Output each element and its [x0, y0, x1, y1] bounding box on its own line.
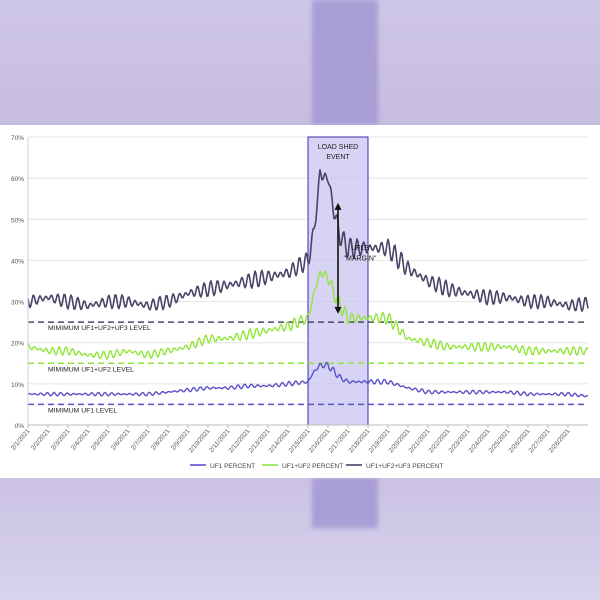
y-tick-label: 70%	[11, 135, 24, 142]
reference-line-label: MIMIMUM UF1+UF2 LEVEL	[48, 366, 134, 373]
annotation-layer: UFLS "MARGIN"	[334, 202, 377, 314]
x-tick-label: 2/2/2021	[30, 427, 52, 451]
reference-lines-layer: MIMIMUM UF1+UF2+UF3 LEVEL MIMIMUM UF1+UF2…	[28, 321, 588, 414]
y-tick-label: 10%	[11, 382, 24, 389]
margin-arrow-head-down	[334, 306, 342, 314]
series-line	[27, 361, 589, 398]
chart-card: LOAD SHED EVENT MIMIMUM UF1+UF2+UF3 LEVEL…	[0, 125, 600, 478]
load-shed-label: LOAD SHED	[318, 144, 358, 151]
series-line	[27, 168, 589, 312]
margin-arrow-head-up	[334, 202, 342, 210]
y-tick-label: 20%	[11, 341, 24, 348]
y-tick-label: 50%	[11, 217, 24, 224]
x-tick-label: 2/6/2021	[110, 427, 132, 451]
legend-label: UF1 PERCENT	[210, 463, 255, 470]
legend-layer: UF1 PERCENT UF1+UF2 PERCENT UF1+UF2+UF3 PE…	[190, 463, 443, 470]
x-tick-label: 2/7/2021	[130, 427, 152, 451]
reference-line-label: MIMIMUM UF1+UF2+UF3 LEVEL	[48, 325, 151, 332]
x-tick-label: 2/4/2021	[70, 427, 92, 451]
legend-label: UF1+UF2 PERCENT	[282, 463, 343, 470]
x-tick-label: 2/5/2021	[90, 427, 112, 451]
y-tick-label: 40%	[11, 258, 24, 265]
background-blur-bottom	[0, 478, 600, 600]
series-layer	[27, 168, 589, 398]
background-blur-band-lower	[312, 478, 378, 528]
margin-label: UFLS	[351, 245, 369, 252]
y-tick-label: 30%	[11, 300, 24, 307]
background-blur-band	[312, 0, 378, 125]
y-tick-label: 0%	[15, 423, 25, 430]
x-tick-label: 2/8/2021	[150, 427, 172, 451]
y-tick-label: 60%	[11, 176, 24, 183]
reference-line-label: MIMIMUM UF1 LEVEL	[48, 407, 117, 414]
legend-label: UF1+UF2+UF3 PERCENT	[366, 463, 443, 470]
background-blur-top	[0, 0, 600, 125]
load-shed-chart: LOAD SHED EVENT MIMIMUM UF1+UF2+UF3 LEVEL…	[10, 135, 589, 470]
x-tick-label: 2/3/2021	[50, 427, 72, 451]
load-shed-label: EVENT	[326, 154, 350, 161]
series-line	[27, 270, 589, 360]
margin-label: "MARGIN"	[344, 255, 377, 262]
x-tick-label: 2/28/2021	[548, 427, 572, 454]
x-tick-label: 2/1/2021	[10, 427, 32, 451]
